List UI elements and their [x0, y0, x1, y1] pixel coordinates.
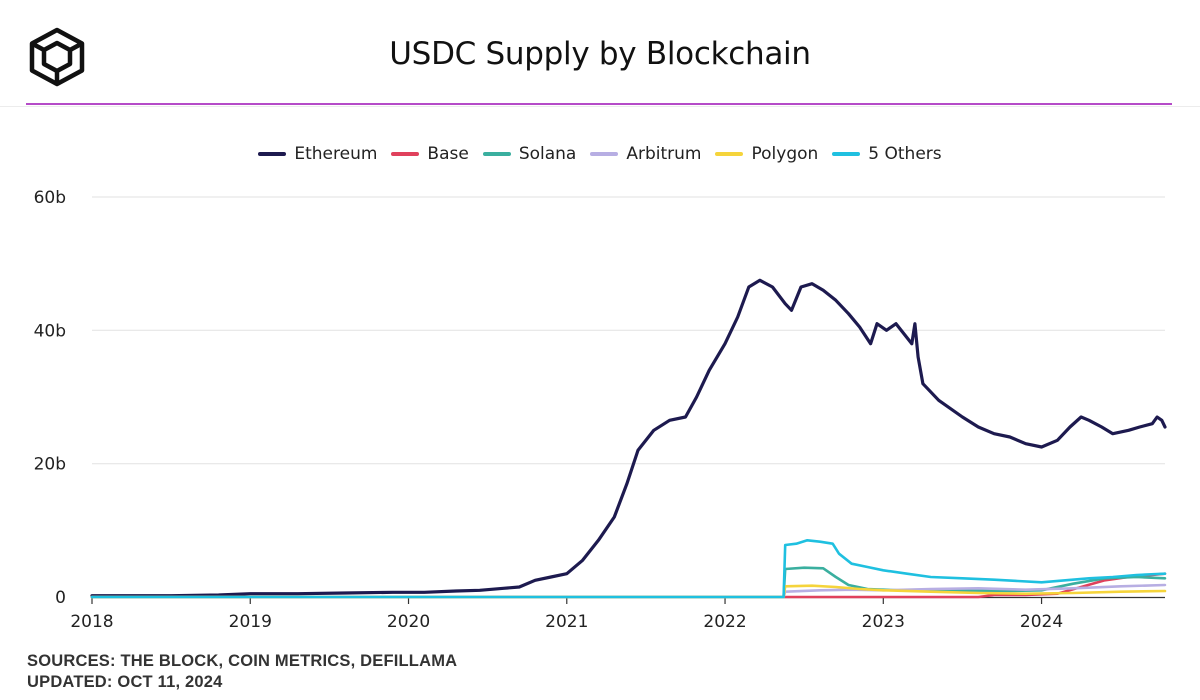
legend-swatch — [391, 152, 420, 156]
legend-label: Base — [427, 144, 469, 164]
x-tick-label: 2020 — [387, 612, 430, 630]
title-divider — [26, 103, 1172, 105]
chart-title: USDC Supply by Blockchain — [389, 36, 811, 72]
legend-item-base: Base — [391, 144, 469, 164]
y-tick-label: 60b — [34, 188, 66, 208]
legend-label: Polygon — [751, 144, 819, 164]
legend-item-solana: Solana — [482, 144, 577, 164]
x-tick-label: 2024 — [1020, 612, 1063, 630]
legend-item-ethereum: Ethereum — [258, 144, 377, 164]
x-tick-label: 2019 — [229, 612, 272, 630]
legend-label: Solana — [518, 144, 577, 164]
series-line-5-others — [90, 539, 1167, 599]
updated-note: UPDATED: OCT 11, 2024 — [27, 673, 223, 691]
legend-swatch — [715, 152, 744, 156]
y-tick-label: 20b — [34, 455, 66, 475]
x-tick-label: 2023 — [862, 612, 905, 630]
legend-item-5-others: 5 Others — [832, 144, 942, 164]
legend-swatch — [832, 152, 861, 156]
x-tick-label: 2021 — [545, 612, 588, 630]
legend-swatch — [590, 152, 619, 156]
y-tick-label: 0 — [55, 588, 66, 608]
legend-label: 5 Others — [868, 144, 942, 164]
header-rule — [0, 106, 1200, 107]
legend-swatch — [482, 152, 511, 156]
chart-footer: SOURCES: THE BLOCK, COIN METRICS, DEFILL… — [27, 651, 457, 693]
legend-item-arbitrum: Arbitrum — [590, 144, 701, 164]
line-chart: 0 20b 40b 60b 2018 2019 2020 2021 2022 2023 2024 — [34, 188, 1167, 630]
legend-item-polygon: Polygon — [715, 144, 818, 164]
y-tick-label: 40b — [34, 321, 66, 341]
legend-swatch — [258, 152, 287, 156]
series-line-ethereum — [90, 278, 1167, 598]
sources-note: SOURCES: THE BLOCK, COIN METRICS, DEFILL… — [27, 652, 458, 670]
x-tick-label: 2022 — [703, 612, 746, 630]
legend-label: Ethereum — [294, 144, 378, 164]
the-block-logo-icon — [26, 26, 88, 88]
legend-label: Arbitrum — [626, 144, 702, 164]
chart-legend: Ethereum Base Solana Arbitrum Polygon 5 Other… — [0, 144, 1200, 164]
x-tick-label: 2018 — [70, 612, 113, 630]
